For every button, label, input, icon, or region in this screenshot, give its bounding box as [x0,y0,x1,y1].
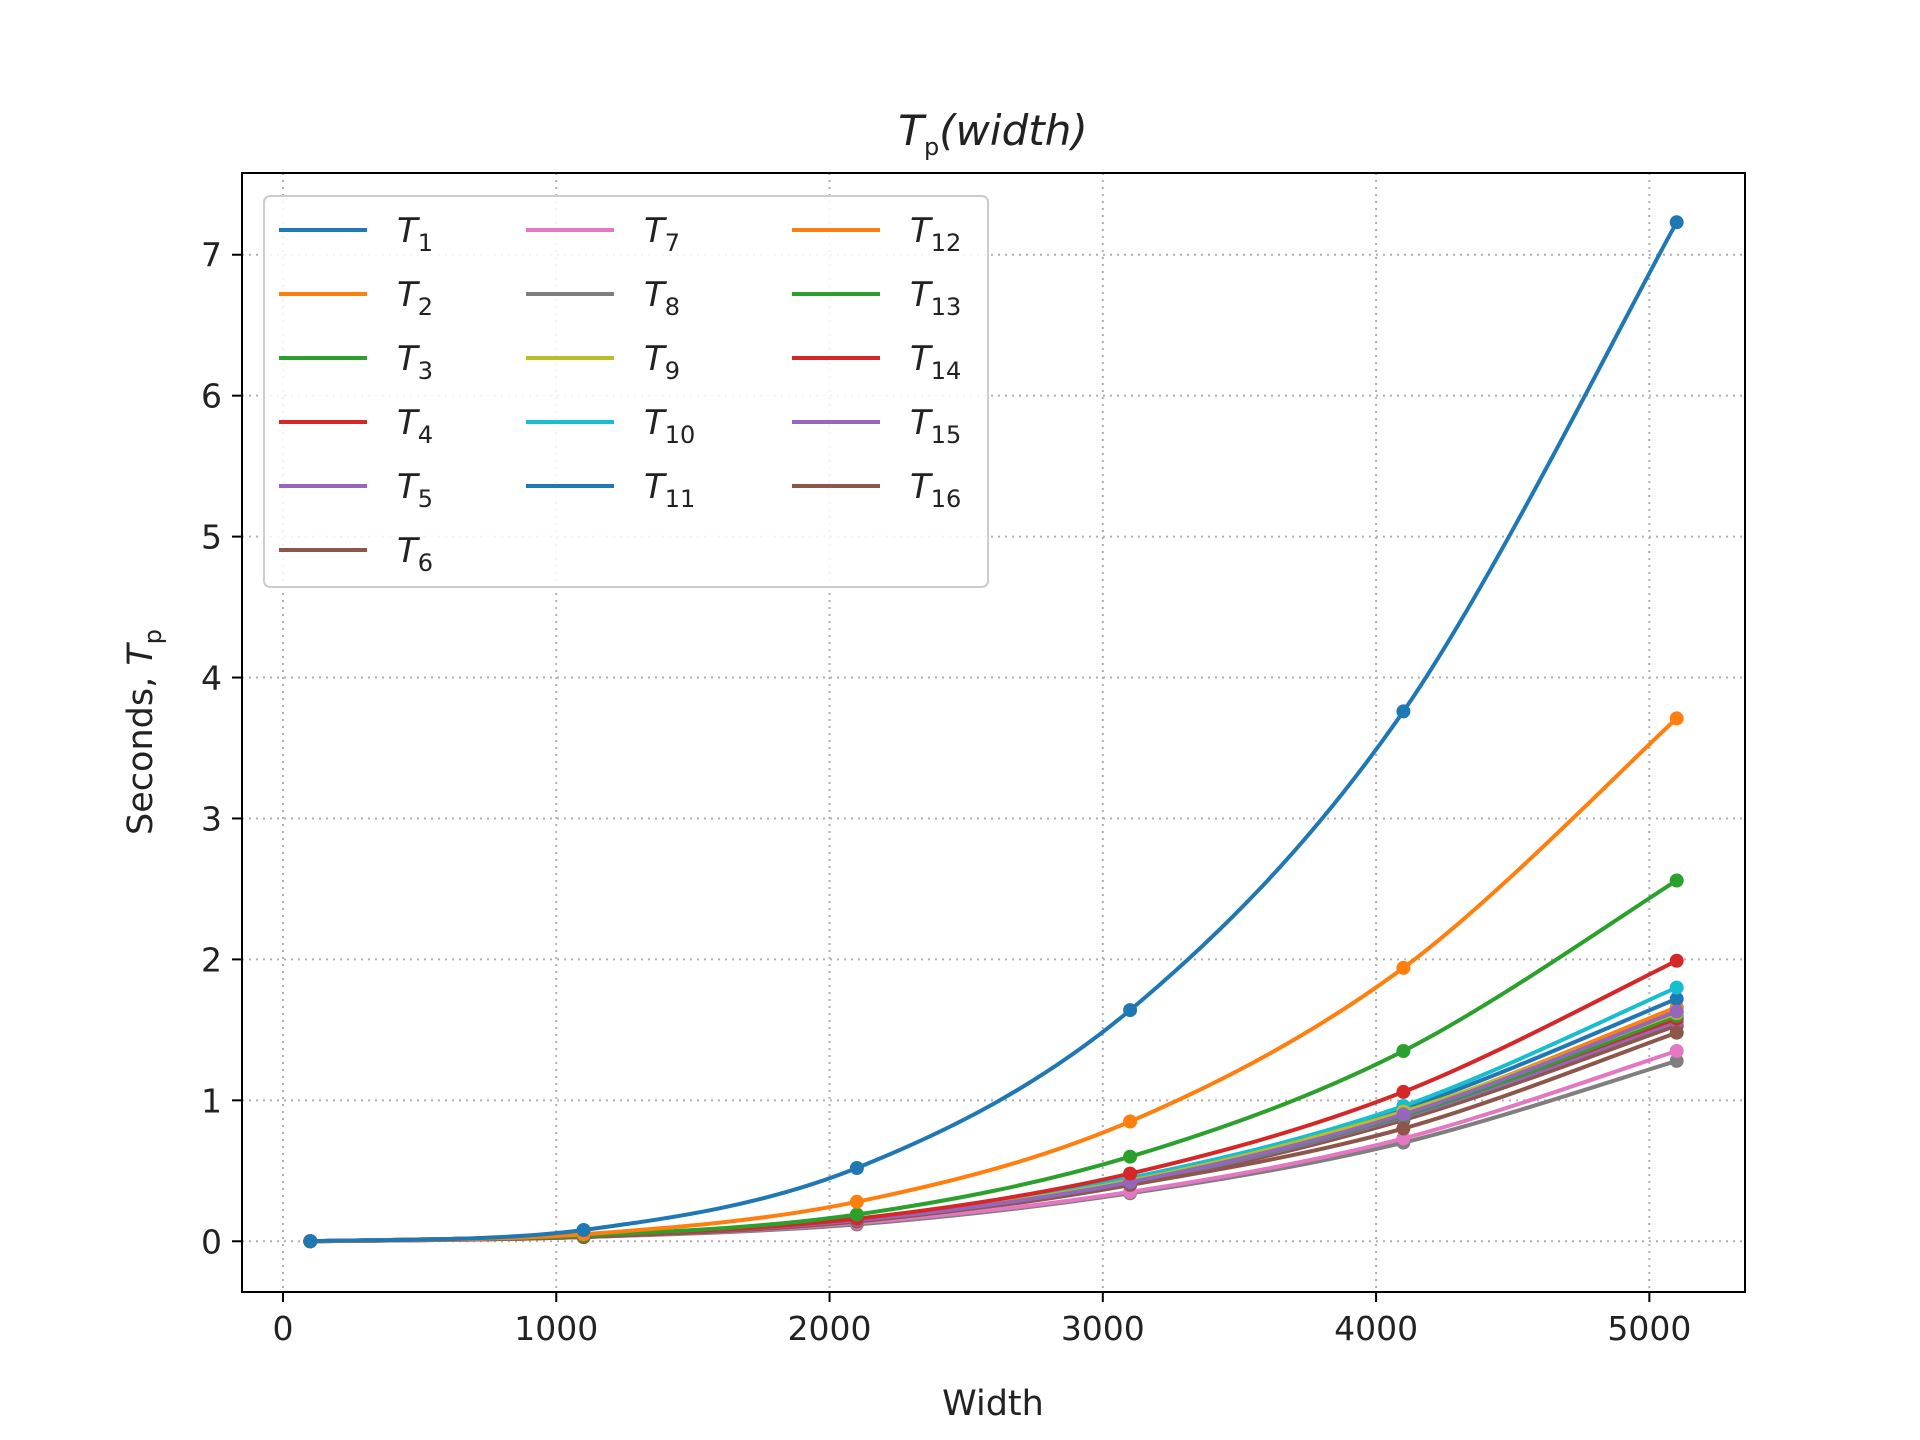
series-line [308,716,1679,1244]
legend: T1 T2 T3 T4 T5 T6 T7 T8 T9 T10 T11 T12 T13 T14 T15 T16 [263,195,989,588]
legend-entry-T10: T10 [526,403,695,449]
legend-label: T5 [397,467,433,513]
x-tick-label: 5000 [1607,1309,1691,1348]
data-point [1396,1044,1411,1058]
legend-label: T12 [910,211,961,257]
legend-entry-T12: T12 [792,211,961,257]
legend-label: T4 [397,403,433,449]
legend-label: T3 [397,339,433,385]
data-point [849,1207,864,1222]
legend-entry-T5: T5 [279,467,433,513]
y-tick-label: 7 [201,236,222,275]
legend-entry-T16: T16 [792,467,961,513]
legend-entry-T1: T1 [279,211,433,257]
legend-entry-T4: T4 [279,403,433,449]
data-point [1396,1107,1411,1122]
data-point [1396,960,1411,975]
data-point [1669,1025,1684,1040]
legend-label: T10 [644,403,695,449]
chart-title: Tp(width) [898,106,1087,161]
plot-frame [241,172,1746,1293]
x-axis-label: Width [942,1384,1044,1424]
legend-entry-T6: T6 [279,531,433,577]
x-tick-label: 0 [272,1309,293,1348]
legend-label: T9 [644,339,680,385]
data-point [1396,1131,1411,1146]
data-point [1669,953,1684,968]
axis-ticks: 0 1000 2000 3000 4000 5000 0 1 2 3 4 5 6 7 [201,236,1691,1348]
y-tick-label: 4 [201,659,222,698]
legend-label: T6 [397,531,433,577]
x-tick-label: 2000 [788,1309,872,1348]
data-point [303,1234,318,1249]
data-point [1669,1044,1684,1058]
grid [242,173,1745,1292]
data-point [1123,1166,1138,1181]
x-tick-label: 3000 [1061,1309,1145,1348]
legend-entry-T13: T13 [792,275,961,321]
y-axis-label: Seconds, Tp [121,629,167,835]
data-point [1396,1084,1411,1099]
legend-box [263,195,989,588]
data-point [1669,873,1684,888]
data-point [1669,1053,1684,1068]
data-point [849,1161,864,1175]
y-tick-label: 6 [201,377,222,416]
y-tick-label: 3 [201,799,222,838]
x-tick-label: 4000 [1334,1309,1418,1348]
legend-label: T16 [910,467,961,513]
y-tick-label: 2 [201,940,222,979]
legend-entry-T8: T8 [526,275,680,321]
data-point [1396,704,1411,719]
data-point [1669,215,1684,230]
y-tick-label: 0 [201,1222,222,1261]
legend-entry-T7: T7 [526,211,680,257]
legend-label: T8 [644,275,680,321]
data-point [1123,1114,1138,1129]
legend-label: T11 [644,467,695,513]
series-T1 [303,215,1684,1249]
legend-entry-T3: T3 [279,339,433,385]
legend-entry-T15: T15 [792,403,961,449]
legend-entry-T2: T2 [279,275,433,321]
data-point [1669,980,1684,995]
y-tick-label: 1 [201,1081,222,1120]
legend-label: T14 [910,339,961,385]
data-point [1669,1004,1684,1019]
legend-label: T15 [910,403,961,449]
legend-entry-T9: T9 [526,339,680,385]
data-point [1669,711,1684,726]
data-point [1123,1149,1138,1164]
data-point [1123,1003,1138,1018]
data-point [849,1194,864,1209]
y-tick-label: 5 [201,518,222,557]
legend-label: T1 [397,211,433,257]
data-point [576,1223,591,1237]
legend-entry-T14: T14 [792,339,961,385]
data-point [1396,1121,1411,1136]
x-tick-label: 1000 [514,1309,598,1348]
legend-label: T7 [644,211,680,257]
series-lines [303,215,1684,1249]
legend-label: T2 [397,275,433,321]
legend-entry-T11: T11 [526,467,695,513]
legend-label: T13 [910,275,961,321]
data-point [1669,991,1684,1006]
